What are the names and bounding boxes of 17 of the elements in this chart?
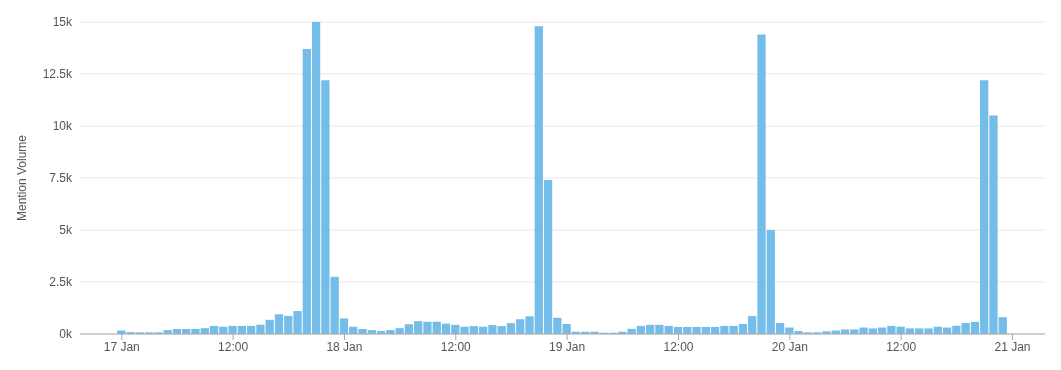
y-tick-label: 7.5k — [49, 171, 73, 186]
y-tick-label: 12.5k — [42, 67, 73, 82]
y-tick-label: 0k — [59, 327, 73, 342]
y-tick-label: 15k — [52, 15, 73, 30]
y-tick-label: 10k — [52, 119, 73, 134]
x-tick-label: 20 Jan — [771, 339, 808, 354]
x-tick-label: 12:00 — [218, 339, 249, 354]
x-tick-label: 19 Jan — [549, 339, 586, 354]
x-tick-label: 21 Jan — [994, 339, 1031, 354]
x-tick-label: 12:00 — [663, 339, 694, 354]
y-axis-title: Mention Volume — [15, 134, 30, 222]
y-tick-label: 5k — [59, 223, 73, 238]
x-tick-label: 17 Jan — [103, 339, 140, 354]
y-tick-label: 2.5k — [49, 275, 73, 290]
x-tick-label: 12:00 — [440, 339, 472, 354]
x-tick-label: 12:00 — [886, 339, 917, 354]
x-tick-label: 18 Jan — [326, 339, 363, 354]
